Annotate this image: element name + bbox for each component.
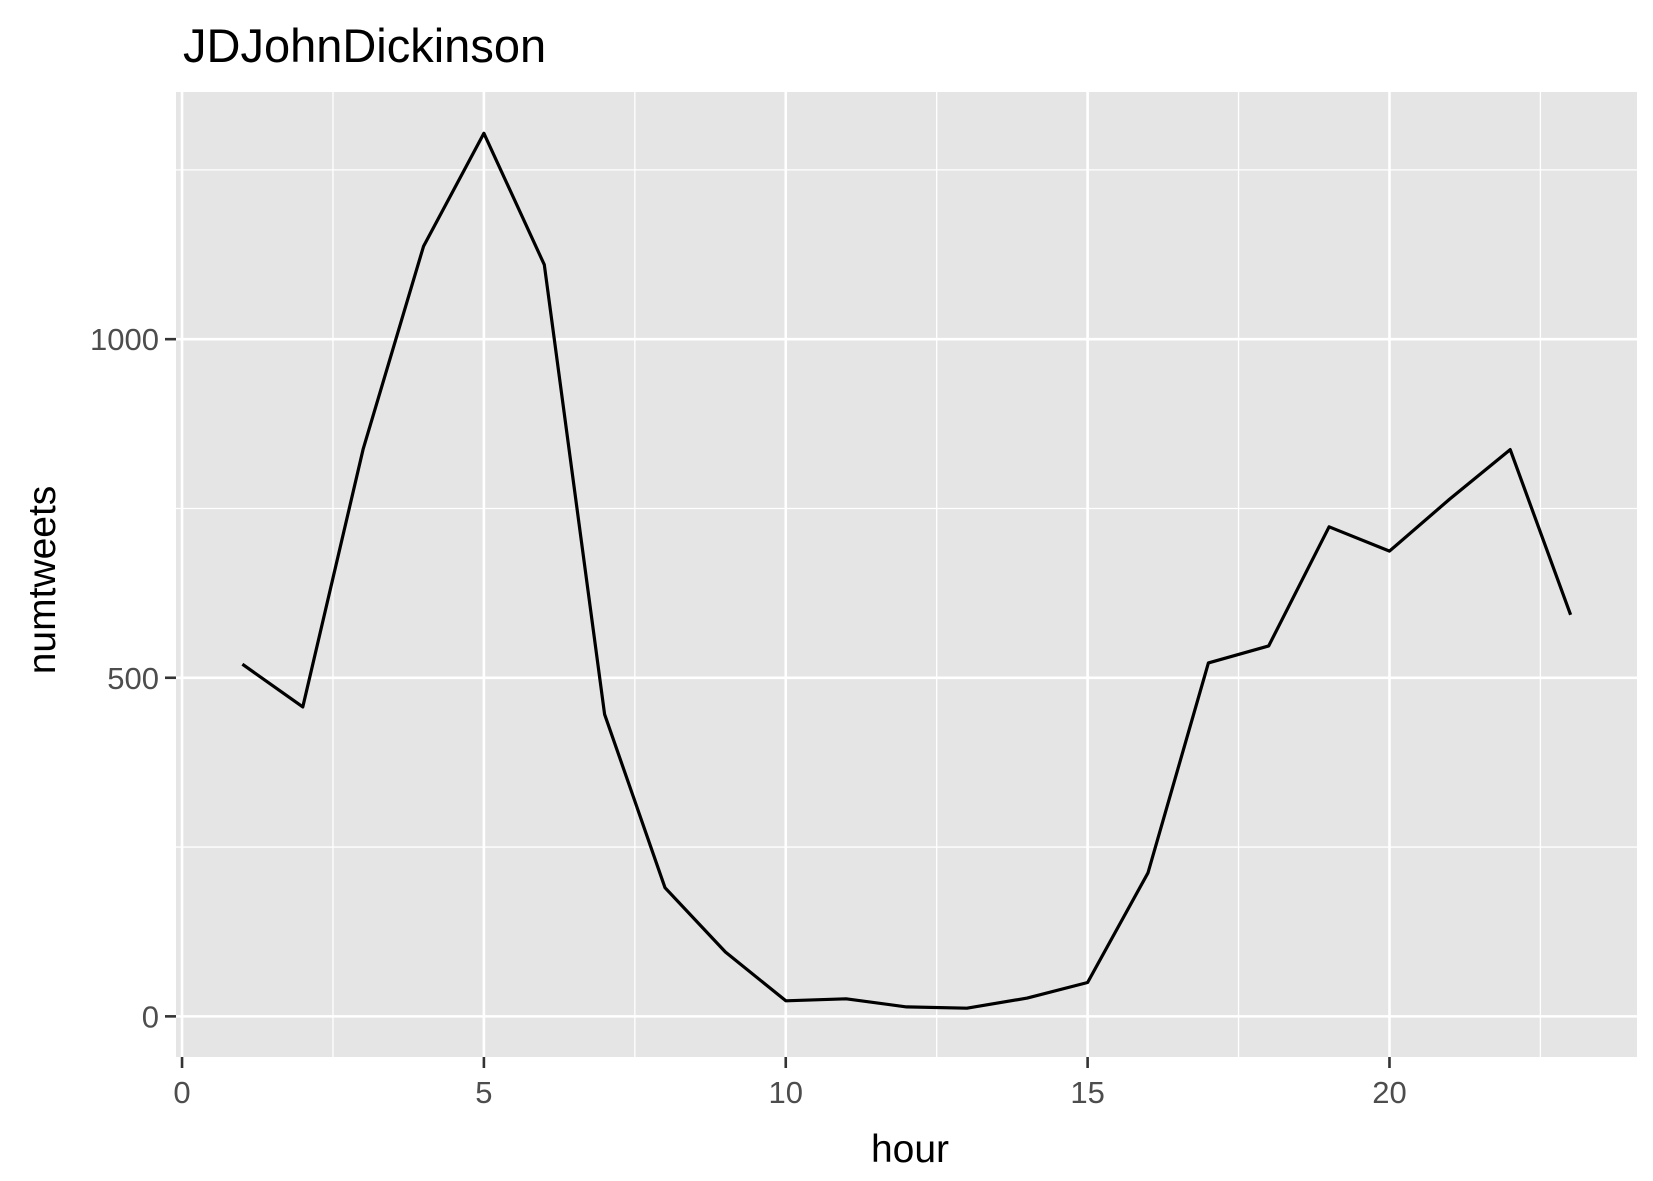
x-tick-label: 20 (1372, 1075, 1406, 1110)
x-tick-label: 15 (1070, 1075, 1104, 1110)
x-tick-label: 0 (173, 1075, 190, 1110)
x-axis-title: hour (871, 1128, 949, 1171)
series-layer (241, 131, 1573, 1010)
y-axis-title: numtweets (21, 486, 64, 675)
major-gridlines (176, 92, 1637, 1057)
y-tick-label: 1000 (90, 322, 159, 357)
x-tick-label: 10 (769, 1075, 803, 1110)
y-axis: 0 500 1000 (90, 322, 176, 1034)
y-tick-label: 0 (142, 999, 159, 1034)
x-axis: 0 5 10 15 20 (173, 1057, 1407, 1110)
plot-panel (176, 92, 1637, 1057)
series-line-0 (241, 131, 1573, 1010)
x-tick-label: 5 (475, 1075, 492, 1110)
chart-title: JDJohnDickinson (183, 19, 546, 72)
minor-gridlines (176, 92, 1637, 1057)
y-tick-label: 500 (107, 661, 159, 696)
